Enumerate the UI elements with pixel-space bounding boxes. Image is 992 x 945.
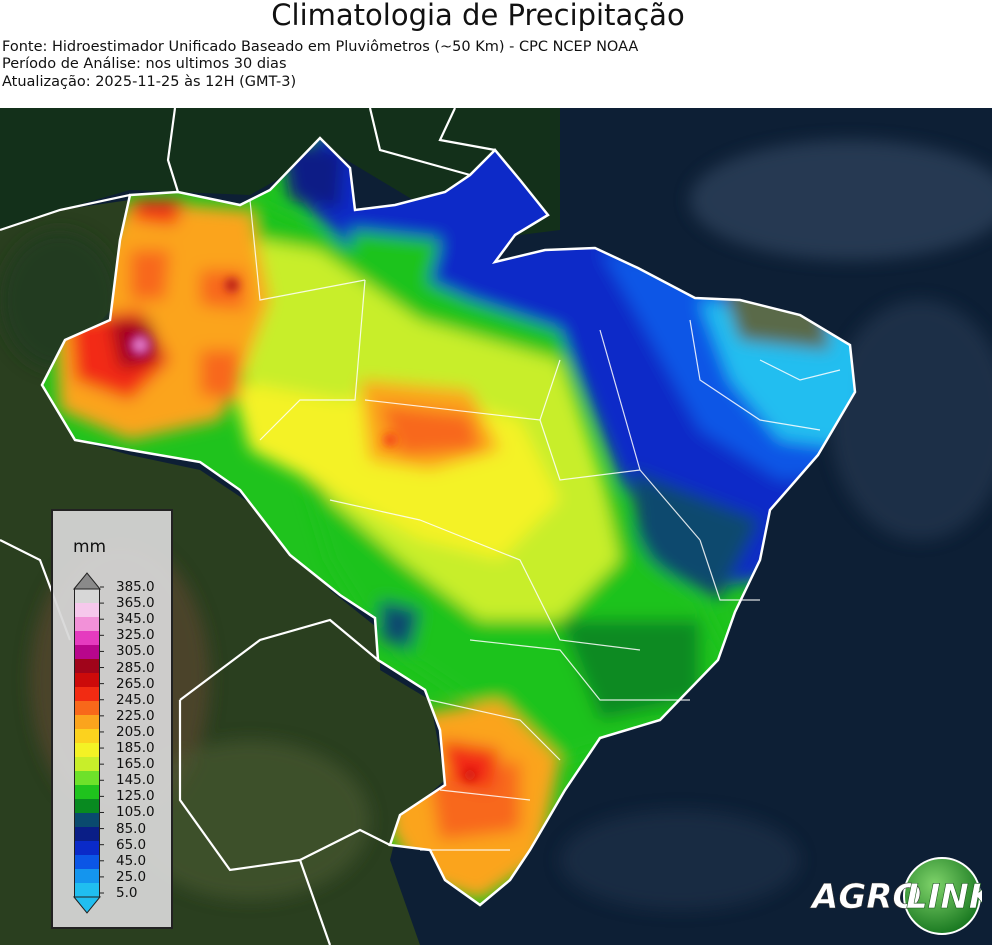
- legend-tick-label: 125.0: [116, 788, 155, 805]
- colorbar: [72, 572, 104, 914]
- period-line: Período de Análise: nos ultimos 30 dias: [2, 56, 287, 72]
- legend-tick-label: 25.0: [116, 868, 147, 885]
- colorbar-segment: [74, 729, 100, 744]
- legend-unit: mm: [73, 537, 107, 557]
- legend-tick-label: 185.0: [116, 740, 155, 757]
- colorbar-segment: [74, 799, 100, 814]
- source-line: Fonte: Hidroestimador Unificado Baseado …: [2, 39, 639, 55]
- legend-tick-label: 305.0: [116, 643, 155, 660]
- colorbar-segment: [74, 827, 100, 842]
- colorbar-segment: [74, 687, 100, 702]
- colorbar-segment: [74, 603, 100, 618]
- colorbar-segment: [74, 771, 100, 786]
- colorbar-segment: [74, 743, 100, 758]
- logo-link-text: LINK: [906, 877, 982, 917]
- colorbar-segment: [74, 869, 100, 884]
- colorbar-outline: [74, 588, 100, 898]
- colorbar-bottom-extend: [72, 896, 102, 914]
- state-borders: [249, 199, 841, 851]
- legend-tick-label: 165.0: [116, 756, 155, 773]
- legend-tick-label: 45.0: [116, 852, 147, 869]
- legend-tick-label: 205.0: [116, 723, 155, 740]
- colorbar-segment: [74, 645, 100, 660]
- legend-tick-label: 245.0: [116, 691, 155, 708]
- neighbor-borders: [0, 108, 496, 945]
- colorbar-segment: [74, 785, 100, 800]
- legend-tick-label: 265.0: [116, 675, 155, 692]
- legend-tick-label: 85.0: [116, 820, 147, 837]
- colorbar-segment: [74, 701, 100, 716]
- map-title: Climatologia de Precipitação: [271, 0, 685, 32]
- colorbar-legend: mm 385.0 365.0 345.0 325.0 305.0 285.0 265.0 24…: [51, 509, 173, 929]
- colorbar-segment: [74, 617, 100, 632]
- colorbar-segment: [74, 659, 100, 674]
- legend-tick-label: 365.0: [116, 595, 155, 612]
- legend-tick-label: 345.0: [116, 611, 155, 628]
- colorbar-segment: [74, 589, 100, 604]
- legend-tick-label: 225.0: [116, 707, 155, 724]
- colorbar-top-extend: [72, 572, 102, 590]
- legend-tick-label: 65.0: [116, 836, 147, 853]
- colorbar-segment: [74, 631, 100, 646]
- northern-landmass: [0, 108, 560, 240]
- colorbar-segment: [74, 841, 100, 856]
- colorbar-segment: [74, 883, 100, 898]
- legend-tick-label: 325.0: [116, 627, 155, 644]
- legend-tick-label: 285.0: [116, 659, 155, 676]
- updated-line: Atualização: 2025-11-25 às 12H (GMT-3): [2, 74, 297, 90]
- legend-tick-label: 5.0: [116, 885, 138, 901]
- legend-tick-label: 385.0: [116, 579, 155, 595]
- colorbar-segment: [74, 813, 100, 828]
- legend-tick-label: 105.0: [116, 804, 155, 821]
- agrolink-logo: AGRO LINK: [809, 857, 982, 935]
- colorbar-segment: [74, 673, 100, 688]
- logo-agro-text: AGRO: [809, 877, 921, 917]
- legend-tick-label: 145.0: [116, 772, 155, 789]
- colorbar-segment: [74, 855, 100, 870]
- colorbar-segment: [74, 715, 100, 730]
- colorbar-segment: [74, 757, 100, 772]
